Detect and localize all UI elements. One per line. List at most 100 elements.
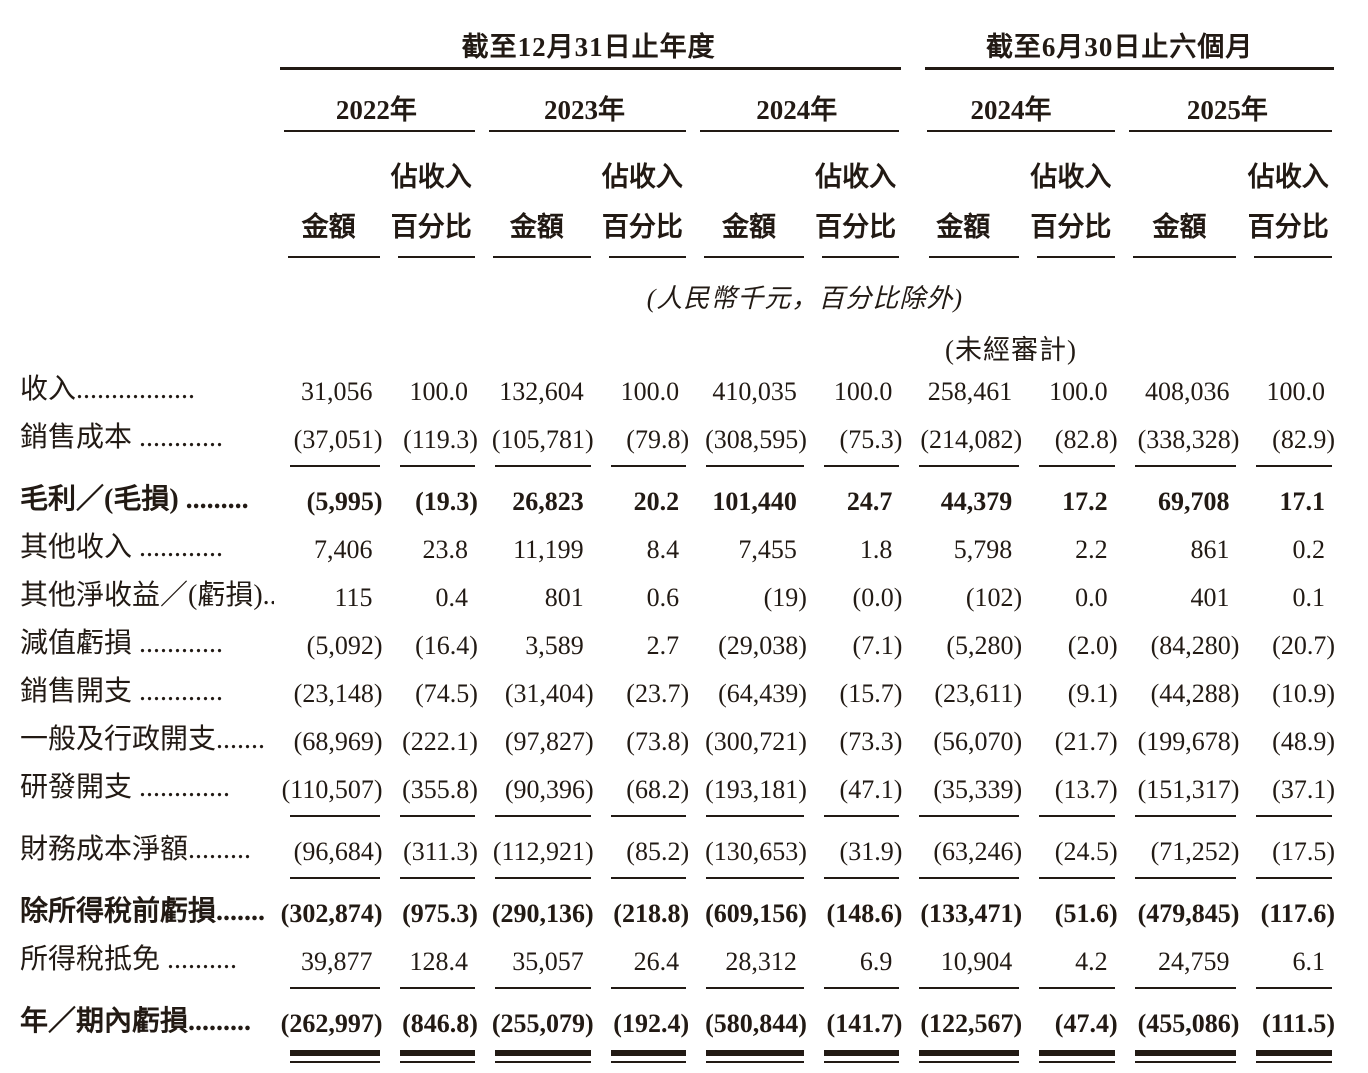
spacer-cell [20,315,274,367]
value-cell: (102) [965,583,1023,612]
value-cell: (130,653) [705,837,807,866]
column-rule [1023,813,1118,827]
value-cell: 10,904 [940,947,1013,976]
value-cell: (580,844) [705,1009,807,1038]
value-cell: (56,070) [933,727,1023,756]
value-cell: (112,921) [492,837,594,866]
column-rule [1240,1047,1336,1073]
year-header-2024-interim: 2024年 [970,95,1052,125]
table-row: 銷售成本 ............ (37,051) (119.3) (105,781… [20,415,1336,463]
value-cell: (82.8) [1054,425,1118,454]
column-rule [384,875,479,889]
value-cell: (151,317) [1137,775,1240,804]
value-cell: (47.1) [839,775,903,804]
value-cell: 401 [1190,583,1230,612]
column-rule [384,463,479,477]
row-label: 除所得稅前虧損....... [20,896,266,927]
value-cell: (311.3) [403,837,478,866]
year-header-2023: 2023年 [544,95,626,125]
table-header: 截至12月31日止年度 截至6月30日止六個月 2022年 2023年 2024… [20,22,1336,367]
table-row: 其他收入 ............ 7,406 23.8 11,199 8.4 7,455… [20,525,1336,573]
table-row: 毛利／(毛損) ......... (5,995) (19.3) 26,823 20.2… [20,477,1336,525]
table-row: 收入................. 31,056 100.0 132,604 100… [20,367,1336,415]
value-cell: (29,038) [718,631,807,660]
value-cell: 7,406 [314,535,373,564]
value-cell: 26,823 [512,487,584,516]
table-body: 收入................. 31,056 100.0 132,604 100… [20,367,1336,1073]
spacer-cell [20,77,274,127]
column-rule [274,875,384,889]
column-rule [595,813,690,827]
value-cell: (31,404) [504,679,594,708]
unaudited-note: (未經審計) [945,335,1077,365]
column-rule [1240,813,1336,827]
table-row: 研發開支 ............. (110,507) (355.8) (90,39… [20,765,1336,813]
column-rule [808,252,903,267]
spacer-cell [20,1047,274,1073]
interim-group-rule [903,64,1336,77]
value-cell: 4.2 [1075,947,1108,976]
value-cell: 100.0 [409,377,468,406]
column-rule [1023,252,1118,267]
value-cell: (222.1) [402,727,478,756]
table-row: 減值虧損 ............ (5,092) (16.4) 3,589 2.7 (2… [20,621,1336,669]
table-row: 其他淨收益／(虧損)... 115 0.4 801 0.6 (19) (0.0) (102) 0… [20,573,1336,621]
value-cell: 1.8 [859,535,893,564]
value-cell: 7,455 [738,535,797,564]
value-cell: (97,827) [504,727,594,756]
value-cell: (262,997) [280,1009,383,1038]
value-cell: 801 [544,583,584,612]
year-header-2024: 2024年 [756,95,838,125]
value-cell: (96,684) [293,837,383,866]
column-rule [1119,1047,1241,1073]
value-cell: 28,312 [725,947,797,976]
spacer-cell [20,463,274,477]
amount-column-header: 金額 [936,212,991,242]
spacer-cell [20,64,274,77]
period-group-annual-title: 截至12月31日止年度 [461,32,716,62]
column-rule [903,985,1023,999]
value-cell: (23,611) [934,679,1023,708]
column-rule [274,1047,384,1073]
year-rule [1119,127,1336,140]
value-cell: (16.4) [415,631,478,660]
value-cell: (19) [763,583,807,612]
column-rule [690,463,808,477]
value-cell: (75.3) [839,425,903,454]
period-group-interim-title: 截至6月30日止六個月 [985,32,1254,62]
value-cell: 24,759 [1157,947,1230,976]
row-label: 一般及行政開支....... [20,724,266,755]
total-double-rule-row [20,1047,1336,1073]
row-label: 銷售開支 ............ [20,676,224,707]
year-header-2025-interim: 2025年 [1186,95,1268,125]
value-cell: (31.9) [839,837,903,866]
spacer-cell [20,985,274,999]
spacer-cell [1119,315,1336,367]
spacer-cell [20,267,274,315]
value-cell: (47.4) [1054,1009,1118,1038]
value-cell: (308,595) [705,425,807,454]
value-cell: (82.9) [1272,425,1335,454]
value-cell: (74.5) [415,679,478,708]
value-cell: 11,199 [513,535,584,564]
column-rule [1023,985,1118,999]
value-cell: 2.2 [1075,535,1108,564]
value-cell: (24.5) [1054,837,1118,866]
value-cell: (37.1) [1272,775,1335,804]
subtotal-rule-row [20,985,1336,999]
column-rule [1023,875,1118,889]
value-cell: (5,995) [306,487,383,516]
column-rule [384,252,479,267]
year-rule [274,127,479,140]
value-cell: (338,328) [1137,425,1240,454]
pct-of-revenue-column-header: 佔收入 百分比 [1247,162,1329,242]
value-cell: 0.4 [435,583,468,612]
value-cell: (117.6) [1260,899,1335,928]
value-cell: 100.0 [1049,377,1108,406]
annual-group-rule [274,64,904,77]
year-header-2022: 2022年 [335,95,417,125]
column-rule [595,875,690,889]
column-rule [1240,985,1336,999]
value-cell: (23.7) [626,679,690,708]
amount-column-header: 金額 [1152,212,1207,242]
